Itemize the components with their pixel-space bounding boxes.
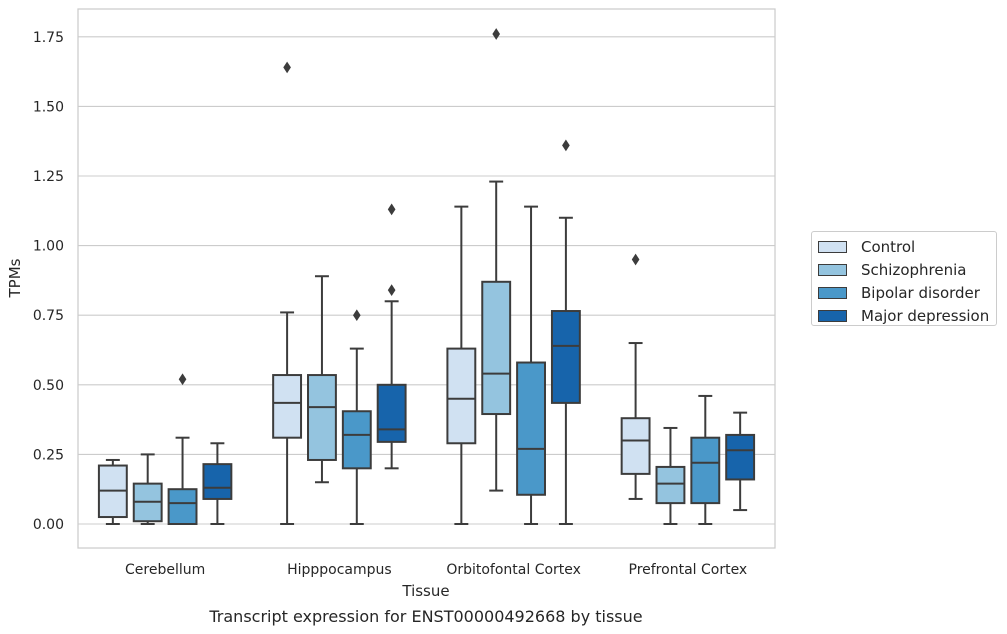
- outlier-point: [492, 28, 501, 40]
- outlier-point: [352, 309, 361, 322]
- legend-swatch: [818, 240, 847, 253]
- outlier-point: [283, 61, 291, 74]
- outlier-point: [562, 139, 570, 152]
- box-schizophrenia: [132, 453, 163, 525]
- legend-item: Schizophrenia: [818, 258, 996, 281]
- box-major-depression: [202, 442, 233, 525]
- iqr-box: [446, 347, 477, 445]
- y-tick-label: 1.25: [33, 169, 64, 185]
- iqr-box: [272, 374, 303, 439]
- x-axis-label: Tissue: [401, 582, 449, 600]
- iqr-box: [550, 310, 581, 404]
- legend-item: Major depression: [818, 304, 996, 327]
- category-group: [97, 373, 233, 526]
- legend-label: Major depression: [861, 306, 990, 325]
- box-bipolar-disorder: [167, 373, 198, 526]
- box-bipolar-disorder: [516, 205, 546, 525]
- y-tick-label: 0.25: [33, 447, 64, 463]
- x-tick-label: Cerebellum: [125, 562, 205, 578]
- category-group: [620, 253, 756, 525]
- box-control: [97, 458, 128, 525]
- x-tick-label: Hipppocampus: [287, 562, 392, 578]
- x-tick-label: Orbitofontal Cortex: [446, 562, 581, 578]
- figure-caption: Transcript expression for ENST0000049266…: [208, 607, 642, 626]
- box-major-depression: [550, 139, 581, 525]
- grid-lines: [78, 36, 775, 525]
- iqr-box: [376, 383, 407, 443]
- outlier-point: [387, 203, 396, 216]
- plot-frame: [77, 8, 776, 549]
- iqr-box: [167, 488, 198, 526]
- box-schizophrenia: [655, 426, 686, 525]
- box-bipolar-disorder: [690, 394, 721, 525]
- legend-item: Control: [818, 235, 996, 258]
- y-tick-labels: 0.00 0.25 0.50 0.75 1.00 1.25 1.50 1.75: [33, 30, 64, 533]
- legend-label: Schizophrenia: [861, 260, 967, 279]
- y-tick-label: 0.50: [33, 378, 64, 394]
- box-control: [446, 205, 477, 525]
- box-schizophrenia: [481, 28, 512, 492]
- y-tick-label: 1.50: [33, 99, 64, 115]
- legend-label: Bipolar disorder: [861, 283, 980, 302]
- y-tick-label: 1.75: [33, 30, 64, 46]
- box-major-depression: [725, 411, 756, 512]
- x-tick-labels: Cerebellum Hipppocampus Orbitofontal Corte…: [125, 562, 747, 578]
- iqr-box: [307, 374, 337, 461]
- y-axis-label: TPMs: [6, 258, 24, 298]
- legend-item: Bipolar disorder: [818, 281, 996, 304]
- legend-swatch: [818, 286, 847, 299]
- legend-label: Control: [861, 237, 916, 256]
- x-tick-label: Prefrontal Cortex: [629, 562, 748, 578]
- category-group: [446, 28, 581, 525]
- y-tick-label: 0.00: [33, 517, 64, 533]
- legend-swatch: [818, 309, 847, 322]
- iqr-box: [202, 463, 233, 500]
- box-control: [272, 61, 303, 525]
- box-major-depression: [376, 203, 407, 470]
- outlier-point: [387, 284, 396, 296]
- iqr-box: [690, 436, 721, 505]
- legend-swatch: [818, 263, 847, 276]
- box-bipolar-disorder: [341, 309, 372, 525]
- iqr-box: [516, 361, 546, 496]
- iqr-box: [655, 465, 686, 505]
- outlier-point: [178, 373, 187, 386]
- box-schizophrenia: [307, 275, 337, 484]
- y-tick-label: 1.00: [33, 239, 64, 255]
- category-group: [272, 61, 407, 525]
- iqr-box: [341, 410, 372, 470]
- iqr-box: [725, 433, 756, 481]
- chart-legend: Control Schizophrenia Bipolar disorder Majo…: [811, 231, 997, 326]
- box-plot-groups: [97, 28, 756, 526]
- outlier-point: [631, 253, 640, 266]
- y-tick-label: 0.75: [33, 308, 64, 324]
- box-control: [620, 253, 651, 500]
- iqr-box: [481, 280, 512, 416]
- iqr-box: [620, 417, 651, 475]
